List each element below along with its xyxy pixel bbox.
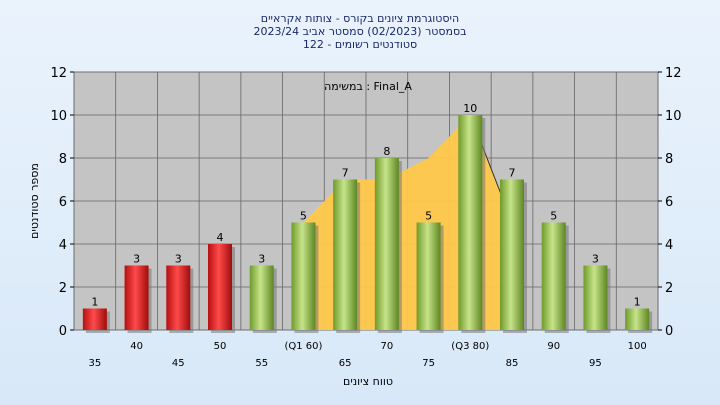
bar (249, 265, 274, 330)
bar-value-label: 1 (634, 296, 641, 309)
x-tick-label: 95 (589, 358, 602, 369)
bar (82, 308, 107, 330)
bars: 1 3 3 4 3 5 7 8 5 10 7 5 3 1 (82, 102, 653, 333)
x-tick-label: 55 (255, 358, 268, 369)
x-tick-label: 35 (88, 358, 101, 369)
y-tick-label: 4 (665, 238, 673, 253)
bar-value-label: 3 (258, 253, 265, 266)
bar (625, 308, 650, 330)
y-tick-label: 12 (50, 66, 67, 81)
x-tick-label: (Q3 80) (451, 341, 489, 352)
bar-value-label: 4 (217, 231, 224, 244)
y-tick-label: 0 (665, 324, 673, 339)
y-tick-label: 6 (665, 195, 673, 210)
bar (500, 179, 524, 330)
title-line: סטודנטים רשומים - 122 (303, 38, 417, 51)
x-tick-label: 50 (214, 341, 227, 352)
bar (374, 158, 399, 330)
assignment-annotation: במשימה : Final_A (324, 80, 412, 93)
title-line: היסטוגרמת ציונים בקורס - צותות אקראיים (261, 12, 459, 25)
chart-title: היסטוגרמת ציונים בקורס - צותות אקראייםבס… (253, 12, 466, 51)
bar-value-label: 5 (425, 210, 432, 223)
bar-value-label: 3 (175, 253, 182, 266)
bar (208, 244, 232, 330)
x-axis: 35 40 45 50 55 (Q1 60) 65 70 75 (Q3 80) 85 90 95 100 (88, 341, 646, 369)
y-tick-label: 8 (59, 152, 67, 167)
bar (583, 265, 608, 330)
bar (416, 222, 441, 330)
y-axis-right: 0 2 4 6 8 10 12 (658, 66, 682, 339)
bar-value-label: 7 (509, 167, 516, 180)
bar-value-label: 1 (91, 296, 98, 309)
x-tick-label: 40 (130, 341, 143, 352)
x-tick-label: (Q1 60) (284, 341, 322, 352)
y-tick-label: 6 (59, 195, 67, 210)
bar (458, 115, 483, 330)
bar-value-label: 3 (592, 253, 599, 266)
bar-value-label: 5 (300, 210, 307, 223)
title-line: בסמסטר (02/2023) סמסטר אביב 2023/24 (253, 25, 466, 38)
y-tick-label: 4 (59, 238, 67, 253)
y-tick-label: 10 (50, 109, 67, 124)
y-tick-label: 10 (665, 109, 682, 124)
y-tick-label: 0 (59, 324, 67, 339)
y-tick-label: 2 (59, 281, 67, 296)
y-axis-left: 0 2 4 6 8 10 12 (50, 66, 74, 339)
bar-value-label: 3 (133, 253, 140, 266)
y-tick-label: 8 (665, 152, 673, 167)
x-tick-label: 90 (547, 341, 560, 352)
bar-value-label: 10 (463, 102, 477, 115)
x-tick-label: 85 (506, 358, 519, 369)
y-axis-title: מספר סטודנטים (28, 163, 41, 239)
y-tick-label: 2 (665, 281, 673, 296)
bar-value-label: 8 (383, 145, 390, 158)
bar-value-label: 7 (342, 167, 349, 180)
x-tick-label: 100 (628, 341, 647, 352)
y-tick-label: 12 (665, 66, 682, 81)
bar (291, 222, 316, 330)
bar-value-label: 5 (550, 210, 557, 223)
bar (333, 179, 358, 330)
x-tick-label: 75 (422, 358, 435, 369)
x-axis-title: טווח ציונים (343, 375, 393, 388)
bar (166, 265, 191, 330)
x-tick-label: 65 (339, 358, 352, 369)
bar (124, 265, 149, 330)
x-tick-label: 70 (380, 341, 393, 352)
x-tick-label: 45 (172, 358, 185, 369)
bar (541, 222, 566, 330)
